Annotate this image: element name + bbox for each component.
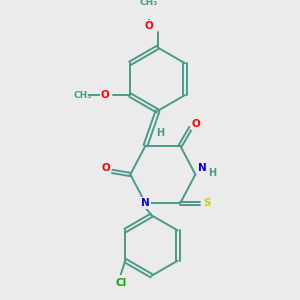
Text: S: S	[203, 198, 210, 208]
Text: H: H	[208, 168, 216, 178]
Text: O: O	[101, 90, 110, 100]
Text: Cl: Cl	[115, 278, 126, 288]
Text: O: O	[192, 119, 201, 129]
Text: CH₃: CH₃	[140, 0, 158, 7]
Text: N: N	[198, 164, 206, 173]
Text: H: H	[156, 128, 164, 138]
Text: O: O	[101, 163, 110, 173]
Text: O: O	[145, 21, 154, 31]
Text: N: N	[141, 198, 150, 208]
Text: CH₃: CH₃	[74, 91, 92, 100]
